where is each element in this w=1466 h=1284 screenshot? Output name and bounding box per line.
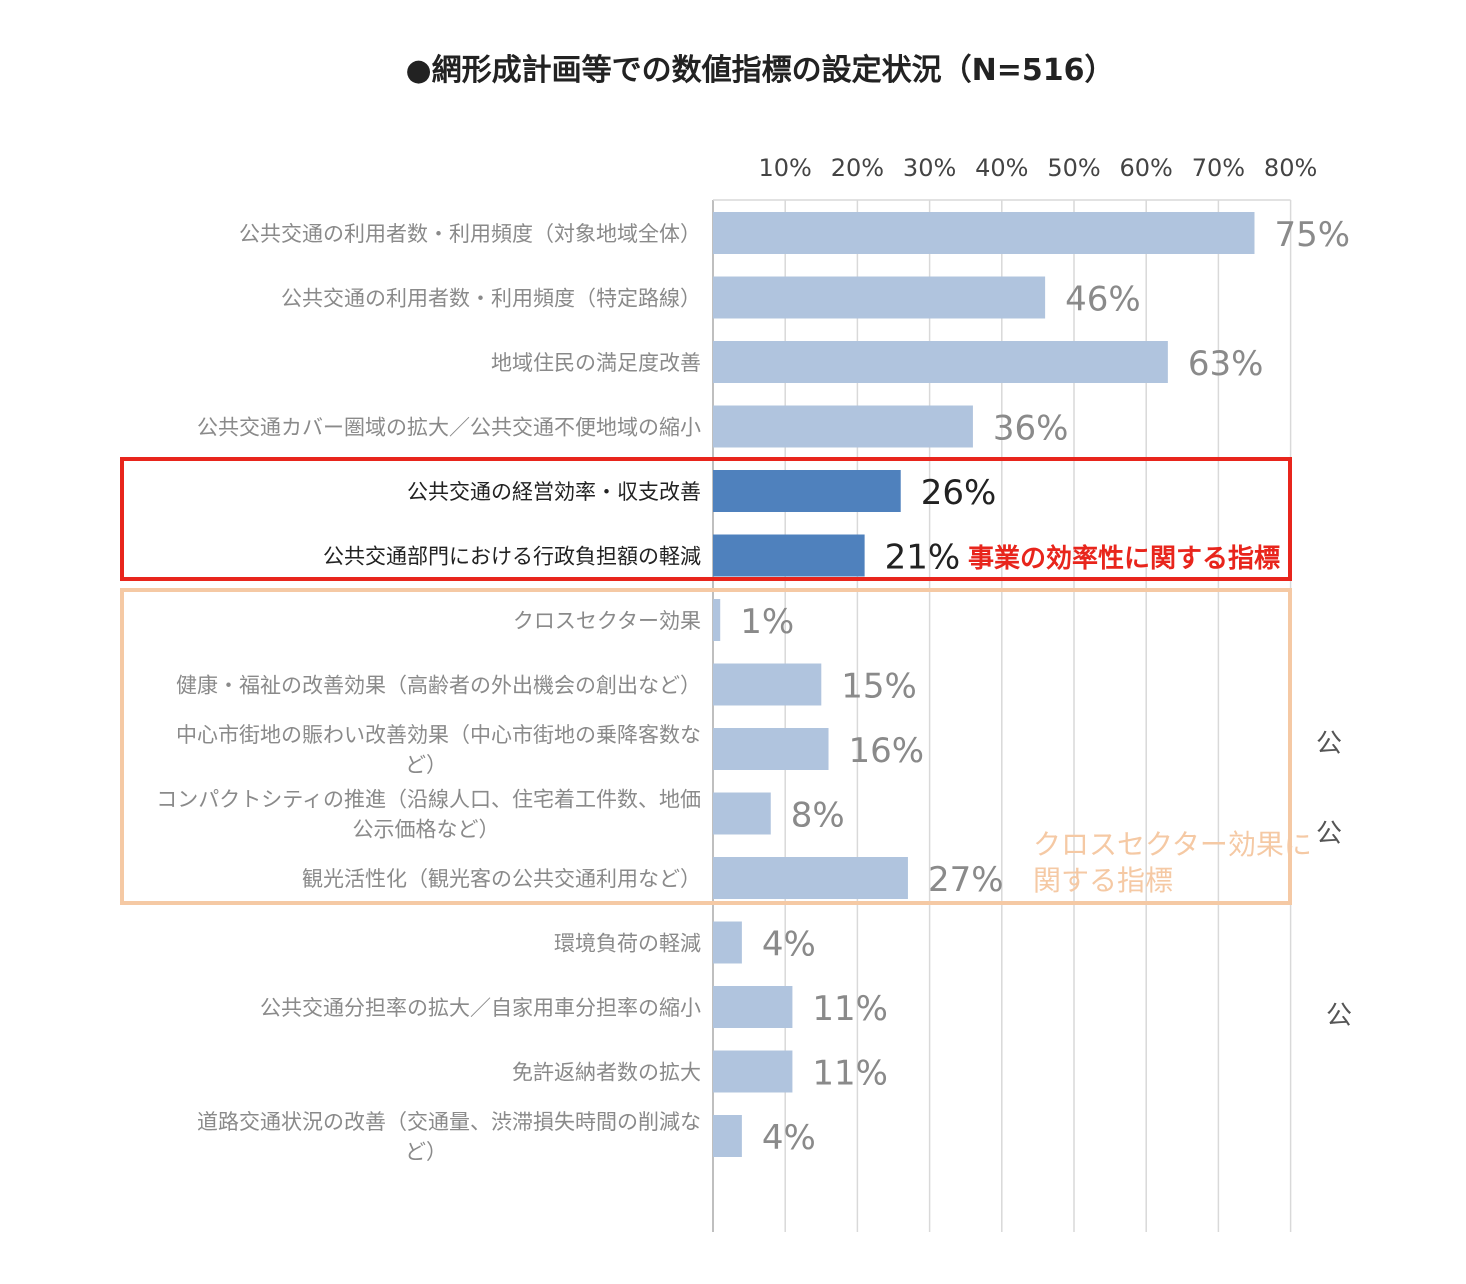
bar xyxy=(713,276,1046,319)
bar xyxy=(713,534,865,577)
category-label: 公共交通の経営効率・収支改善 xyxy=(407,480,701,504)
bar xyxy=(713,857,908,899)
x-tick-label: 40% xyxy=(975,154,1028,182)
bar xyxy=(713,405,973,448)
bar xyxy=(713,212,1255,254)
category-label: クロスセクター効果 xyxy=(513,609,701,633)
value-label: 63% xyxy=(1188,344,1264,384)
x-tick-label: 20% xyxy=(831,154,884,182)
category-label-line: 中心市街地の賑わい改善効果（中心市街地の乗降客数な xyxy=(176,723,701,747)
category-label-line: ど） xyxy=(405,753,447,777)
cross-sector-annotation: クロスセクター効果に xyxy=(1033,828,1312,861)
category-label: 公共交通部門における行政負担額の軽減 xyxy=(323,545,701,569)
value-label: 27% xyxy=(928,860,1004,900)
cross-sector-annotation: 関する指標 xyxy=(1033,864,1173,897)
bar xyxy=(713,663,822,706)
bar xyxy=(713,728,829,770)
category-label: 地域住民の満足度改善 xyxy=(491,351,701,375)
clipped-right-text: 公 xyxy=(1316,819,1342,849)
clipped-right-text: 公 xyxy=(1316,729,1342,759)
value-labels: 75% 46% 63% 36% 26% 21% 1% 15% 16%8% 27% 4% 11% 11% 4… xyxy=(740,215,1350,1158)
x-tick-label: 10% xyxy=(759,154,812,182)
value-label: 46% xyxy=(1065,280,1141,320)
category-labels: 公共交通の利用者数・利用頻度（対象地域全体） 公共交通の利用者数・利用頻度（特定路… xyxy=(156,222,701,1164)
clipped-right-text: 公 xyxy=(1326,1001,1352,1031)
efficiency-annotation: 事業の効率性に関する指標 xyxy=(968,543,1280,574)
value-label: 8% xyxy=(791,796,845,836)
value-label: 11% xyxy=(812,989,888,1029)
value-label: 11% xyxy=(812,1054,888,1094)
category-label: 健康・福祉の改善効果（高齢者の外出機会の創出など） xyxy=(176,674,701,698)
category-label-line: 道路交通状況の改善（交通量、渋滞損失時間の削減な xyxy=(197,1110,701,1134)
category-label: コンパクトシティの推進（沿線人口、住宅着工件数、地価公示価格など） xyxy=(156,788,701,842)
category-label-line: 公示価格など） xyxy=(353,818,500,842)
bar xyxy=(713,599,721,641)
value-label: 1% xyxy=(740,602,794,642)
cross-sector-group-box xyxy=(120,588,1292,905)
bar xyxy=(713,470,901,512)
bar xyxy=(713,1115,742,1157)
bar xyxy=(713,921,742,964)
x-tick-label: 60% xyxy=(1120,154,1173,182)
category-label: 公共交通の利用者数・利用頻度（特定路線） xyxy=(281,287,701,311)
category-label: 公共交通分担率の拡大／自家用車分担率の縮小 xyxy=(260,996,701,1020)
category-label-line: コンパクトシティの推進（沿線人口、住宅着工件数、地価 xyxy=(156,788,701,812)
value-label: 21% xyxy=(885,538,961,578)
category-label: 観光活性化（観光客の公共交通利用など） xyxy=(302,867,701,891)
x-tick-label: 50% xyxy=(1047,154,1100,182)
value-label: 4% xyxy=(762,1118,816,1158)
bar xyxy=(713,341,1168,383)
efficiency-group-box xyxy=(120,457,1292,581)
category-label: 公共交通の利用者数・利用頻度（対象地域全体） xyxy=(239,222,701,246)
value-label: 36% xyxy=(993,409,1069,449)
bar xyxy=(713,792,771,835)
chart-title: ●網形成計画等での数値指標の設定状況（N=516） xyxy=(405,53,1114,88)
category-label: 環境負荷の軽減 xyxy=(554,932,701,956)
category-label: 公共交通カバー圏域の拡大／公共交通不便地域の縮小 xyxy=(197,416,701,440)
x-tick-label: 80% xyxy=(1264,154,1317,182)
category-label: 道路交通状況の改善（交通量、渋滞損失時間の削減など） xyxy=(197,1110,701,1164)
category-label-line: ど） xyxy=(405,1140,447,1164)
category-label: 中心市街地の賑わい改善効果（中心市街地の乗降客数など） xyxy=(176,723,701,777)
x-axis-ticks: 10% 20% 30% 40% 50% 60% 70% 80% xyxy=(759,154,1318,182)
value-label: 16% xyxy=(849,731,925,771)
bar xyxy=(713,986,793,1028)
bars xyxy=(713,212,1255,1157)
x-tick-label: 70% xyxy=(1192,154,1245,182)
x-tick-label: 30% xyxy=(903,154,956,182)
group-boxes xyxy=(120,457,1292,905)
value-label: 15% xyxy=(841,667,917,707)
value-label: 4% xyxy=(762,925,816,965)
bar xyxy=(713,1050,793,1093)
value-label: 75% xyxy=(1275,215,1351,255)
value-label: 26% xyxy=(921,473,997,513)
category-label: 免許返納者数の拡大 xyxy=(512,1061,701,1085)
